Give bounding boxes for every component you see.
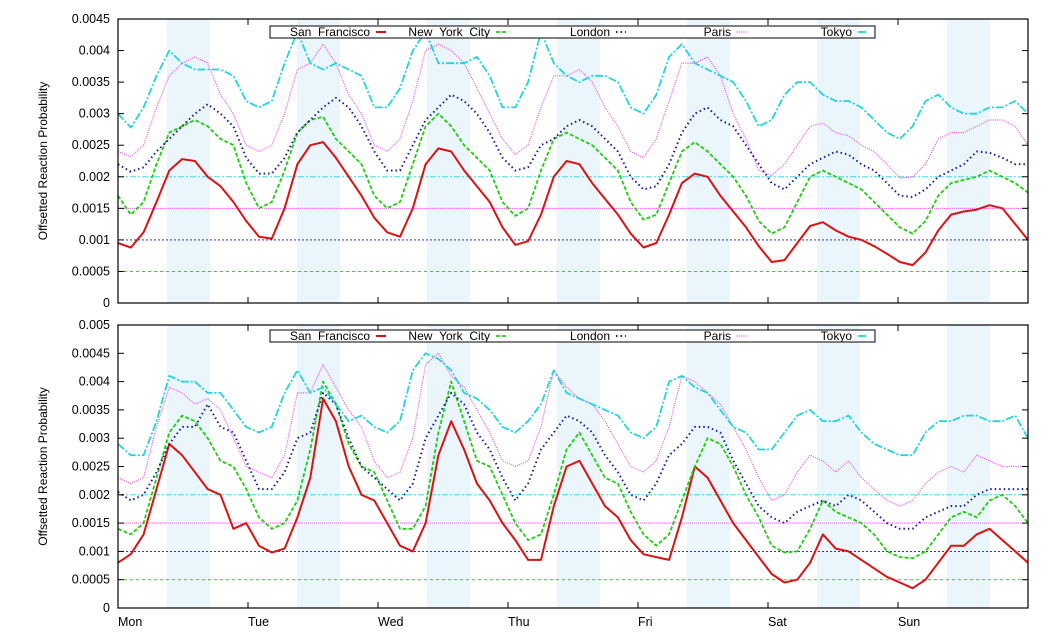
series-line-tokyo (117, 352, 1029, 457)
y-tick-label: 0.0035 (72, 75, 110, 89)
legend-label: New_York_City (408, 25, 490, 39)
x-tick-label: Wed (378, 615, 404, 629)
y-axis-title: Offsetted Reaction Probability (36, 387, 50, 546)
daytime-band (816, 19, 861, 303)
daytime-band (686, 325, 731, 608)
series-line-paris (117, 352, 1028, 507)
legend: San_Francisco New_York_City London Paris Tok… (269, 25, 876, 39)
y-tick-label: 0.003 (79, 431, 110, 445)
x-tick-label: Mon (118, 615, 142, 629)
x-tick-label: Fri (638, 615, 653, 629)
daytime-band (556, 325, 601, 608)
legend-label: Paris (704, 25, 731, 39)
daytime-band (166, 325, 211, 608)
series-line-london (117, 93, 1028, 198)
y-tick-label: 0.004 (79, 375, 110, 389)
legend-label: Tokyo (821, 329, 853, 343)
y-tick-label: 0.0025 (72, 138, 110, 152)
legend-label: London (570, 25, 610, 39)
x-tick-label: Sat (768, 615, 787, 629)
daytime-band (296, 19, 341, 303)
y-tick-label: 0.0045 (72, 12, 110, 26)
series-line-new-york-city (117, 112, 1029, 235)
y-tick-label: 0.0015 (72, 201, 110, 215)
daytime-band (816, 325, 861, 608)
legend-label: New_York_City (408, 329, 490, 343)
y-tick-label: 0.001 (79, 233, 110, 247)
daytime-band (556, 19, 601, 303)
series-line-paris (117, 43, 1029, 179)
y-tick-label: 0.005 (79, 318, 110, 332)
y-tick-label: 0.004 (79, 44, 110, 58)
legend-label: San_Francisco (290, 329, 370, 343)
x-tick-label: Thu (508, 615, 530, 629)
daytime-band (296, 325, 341, 608)
series-line-london (117, 391, 1028, 530)
chart-panel-bottom: 0 0.0005 0.001 0.0015 0.002 0.0025 0.003 0.0035… (36, 318, 1029, 629)
daytime-band (426, 325, 471, 608)
y-tick-label: 0.0005 (72, 573, 110, 587)
legend-box (269, 25, 876, 39)
series-line-san-francisco (117, 141, 1029, 267)
daytime-band (686, 19, 731, 303)
y-tick-label: 0 (103, 296, 110, 310)
series-line-tokyo (117, 30, 1029, 140)
daytime-band (946, 325, 991, 608)
legend-label: London (570, 329, 610, 343)
y-tick-label: 0.002 (79, 170, 110, 184)
legend: San_Francisco New_York_City London Paris Tok… (269, 329, 876, 343)
plot-frame (117, 18, 1029, 304)
y-tick-label: 0.0005 (72, 264, 110, 278)
y-tick-label: 0.0015 (72, 516, 110, 530)
y-tick-label: 0.0035 (72, 403, 110, 417)
legend-box (269, 329, 876, 343)
y-tick-label: 0.001 (79, 544, 110, 558)
legend-label: Paris (704, 329, 731, 343)
y-tick-label: 0 (103, 601, 110, 615)
x-tick-label: Sun (898, 615, 920, 629)
y-tick-label: 0.0025 (72, 460, 110, 474)
legend-label: San_Francisco (290, 25, 370, 39)
series-line-san-francisco (117, 397, 1029, 590)
series-line-new-york-city (117, 380, 1029, 560)
chart-panel-top: 0 0.0005 0.001 0.0015 0.002 0.0025 0.003 0.0035… (36, 12, 1029, 310)
y-tick-label: 0.003 (79, 107, 110, 121)
y-tick-label: 0.002 (79, 488, 110, 502)
daytime-band (426, 19, 471, 303)
legend-label: Tokyo (821, 25, 853, 39)
y-axis-title: Offsetted Reaction Probability (36, 82, 50, 241)
x-tick-label: Tue (248, 615, 269, 629)
y-tick-label: 0.0045 (72, 346, 110, 360)
